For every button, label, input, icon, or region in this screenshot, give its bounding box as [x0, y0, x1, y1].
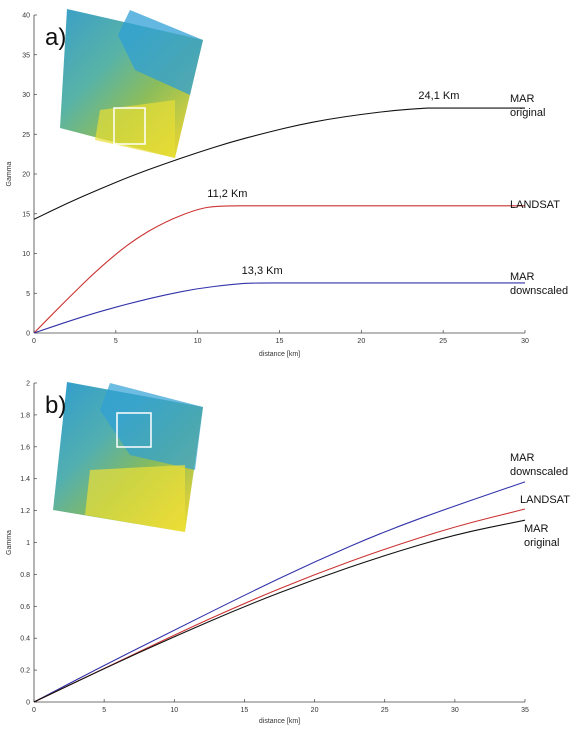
- y-tick-label: 1.6: [20, 444, 30, 451]
- x-tick-label: 15: [276, 338, 284, 345]
- y-tick-label: 0.2: [20, 668, 30, 675]
- series-line-mar-original: [33, 107, 525, 220]
- y-axis-label: Gamma: [6, 161, 13, 186]
- y-tick-label: 5: [26, 291, 30, 298]
- chart-panel-a: 0 5 10 15 20 25 30 0 5 10 15 20 25 30 35 40 distance [km…: [6, 13, 568, 359]
- series-label: MAR: [524, 523, 549, 535]
- y-tick-label: 30: [22, 92, 30, 99]
- series-label: downscaled: [510, 466, 568, 478]
- y-tick-label: 10: [22, 251, 30, 258]
- x-tick-label: 25: [439, 338, 447, 345]
- x-tick-label: 20: [357, 338, 365, 345]
- y-tick-label: 0: [26, 331, 30, 338]
- x-tick-label: 30: [521, 338, 529, 345]
- x-tick-label: 15: [241, 707, 249, 714]
- x-tick-label: 0: [32, 338, 36, 345]
- distance-annotation: 13,3 Km: [242, 265, 283, 277]
- y-tick-label: 1.2: [20, 508, 30, 515]
- inset-map-a: [60, 9, 203, 158]
- y-tick-label: 15: [22, 211, 30, 218]
- y-tick-label: 1: [26, 540, 30, 547]
- inset-selection-box-a: [113, 107, 146, 145]
- distance-annotation: 24,1 Km: [418, 90, 459, 102]
- x-tick-label: 10: [194, 338, 202, 345]
- y-tick-label: 40: [22, 13, 30, 20]
- x-tick-label: 35: [521, 707, 529, 714]
- panel-label: b): [45, 392, 66, 419]
- series-label: MAR: [510, 452, 535, 464]
- series-label: LANDSAT: [520, 494, 570, 506]
- series-label: LANDSAT: [510, 199, 560, 211]
- distance-annotation: 11,2 Km: [207, 188, 247, 200]
- series-line-mar-downscaled: [33, 481, 526, 703]
- x-tick-label: 5: [102, 707, 106, 714]
- series-label: MAR: [510, 271, 535, 283]
- inset-selection-box-b: [116, 412, 152, 448]
- panel-label: a): [45, 24, 66, 51]
- y-tick-label: 2: [26, 381, 30, 388]
- y-tick-label: 35: [22, 52, 30, 59]
- series-line-landsat: [33, 205, 525, 334]
- series-label: original: [510, 107, 545, 119]
- series-line-mar-downscaled: [33, 282, 525, 334]
- x-tick-label: 20: [311, 707, 319, 714]
- y-tick-label: 0.4: [20, 636, 30, 643]
- series-line-mar-original: [33, 519, 526, 703]
- y-axis-label: Gamma: [6, 530, 13, 555]
- series-label: original: [524, 537, 559, 549]
- y-tick-label: 0.8: [20, 572, 30, 579]
- y-tick-label: 0.6: [20, 604, 30, 611]
- y-tick-label: 1.4: [20, 476, 30, 483]
- y-tick-label: 20: [22, 172, 30, 179]
- x-tick-label: 5: [114, 338, 118, 345]
- inset-map-b: [53, 382, 203, 532]
- x-tick-label: 30: [451, 707, 459, 714]
- x-axis-label: distance [km]: [259, 351, 300, 358]
- y-tick-label: 1.8: [20, 412, 30, 419]
- series-label: downscaled: [510, 285, 568, 297]
- x-axis-label: distance [km]: [259, 718, 300, 725]
- y-tick-label: 25: [22, 132, 30, 139]
- series-label: MAR: [510, 93, 535, 105]
- y-tick-label: 0: [26, 700, 30, 707]
- chart-panel-b: 0 5 10 15 20 25 30 35 0 0.2 0.4 0.6 0.8 1 1.2 1.4 1.6 1.8…: [6, 381, 570, 726]
- x-tick-label: 25: [381, 707, 389, 714]
- x-tick-label: 0: [32, 707, 36, 714]
- series-line-landsat: [33, 508, 526, 703]
- x-tick-label: 10: [170, 707, 178, 714]
